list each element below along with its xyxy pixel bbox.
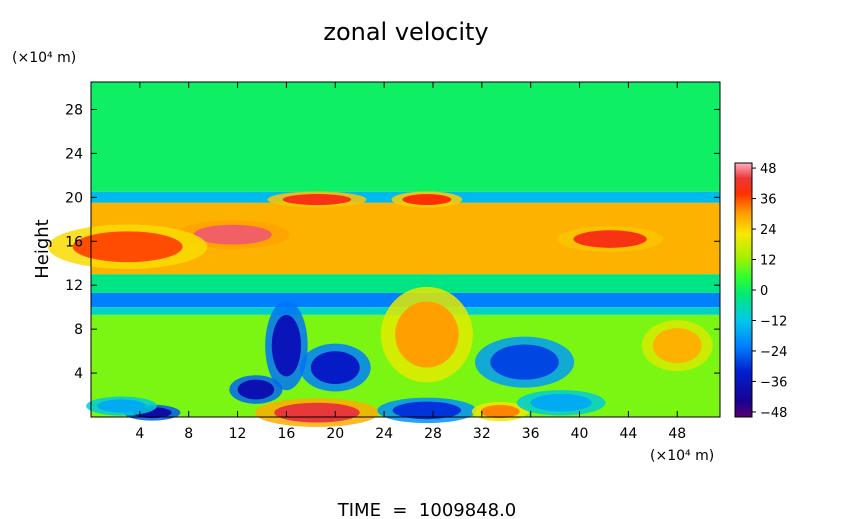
y-axis-unit: (×10⁴ m) — [12, 50, 76, 66]
y-tick-label-16: 16 — [65, 234, 83, 250]
time-readout: TIME = 1009848.0 — [337, 500, 517, 519]
x-tick-label-20: 20 — [326, 426, 344, 442]
x-axis-unit: (×10⁴ m) — [650, 448, 714, 464]
colorbar-tick-label-8: −48 — [760, 406, 787, 421]
colorbar-tick-label-2: 24 — [760, 223, 777, 238]
colorbar-ticks: 48 36 24 12 0 −12 −24 −36 −48 — [752, 162, 787, 421]
colorbar-fill — [734, 162, 753, 418]
y-tick-label-4: 4 — [74, 366, 83, 382]
colorbar-tick-label-1: 36 — [760, 193, 777, 208]
y-tick-label-12: 12 — [65, 278, 83, 294]
x-tick-label-8: 8 — [184, 426, 193, 442]
colorbar-tick-label-4: 0 — [760, 284, 768, 299]
heatmap-feature-5 — [310, 351, 360, 385]
heatmap-feature-11 — [274, 402, 360, 423]
heatmap-field — [47, 82, 720, 427]
heatmap-feature-8 — [490, 344, 559, 380]
heatmap-feature-7 — [237, 379, 275, 400]
colorbar-tick-label-5: −12 — [760, 314, 787, 329]
heatmap-band-3 — [91, 274, 720, 293]
x-tick-label-48: 48 — [668, 426, 686, 442]
heatmap-feature-2 — [402, 194, 452, 206]
x-tick-label-40: 40 — [571, 426, 589, 442]
colorbar-tick-label-0: 48 — [760, 162, 777, 177]
colorbar-tick-label-7: −36 — [760, 375, 787, 390]
heatmap-feature-10 — [652, 328, 702, 364]
heatmap-band-0 — [91, 82, 720, 192]
y-axis-label: Height — [32, 219, 53, 279]
x-tick-label-28: 28 — [424, 426, 442, 442]
heatmap-feature-9 — [395, 301, 459, 368]
heatmap-feature-6 — [271, 314, 302, 377]
heatmap-feature-14 — [480, 404, 520, 419]
x-tick-label-4: 4 — [135, 426, 144, 442]
x-tick-label-24: 24 — [375, 426, 393, 442]
x-tick-label-36: 36 — [522, 426, 540, 442]
colorbar-tick-label-3: 12 — [760, 254, 777, 269]
heatmap-feature-4 — [573, 230, 647, 248]
heatmap-feature-16 — [530, 393, 592, 412]
heatmap-feature-3 — [72, 231, 183, 263]
x-tick-label-16: 16 — [278, 426, 296, 442]
chart-title: zonal velocity — [323, 18, 488, 46]
y-tick-label-24: 24 — [65, 146, 83, 162]
heatmap-feature-0 — [193, 224, 272, 245]
x-tick-label-44: 44 — [619, 426, 637, 442]
heatmap-feature-1 — [282, 194, 352, 206]
plot-frame — [90, 81, 721, 418]
x-tick-label-12: 12 — [229, 426, 247, 442]
colorbar: 48 36 24 12 0 −12 −24 −36 −48 — [734, 162, 787, 421]
y-tick-label-28: 28 — [65, 102, 83, 118]
heatmap-feature-15 — [97, 399, 146, 413]
y-tick-label-20: 20 — [65, 190, 83, 206]
x-axis-ticks: 4 8 12 16 20 24 28 32 36 40 44 48 — [135, 82, 686, 442]
heatmap-feature-13 — [392, 401, 462, 420]
x-tick-label-32: 32 — [473, 426, 491, 442]
y-axis-ticks: 4 8 12 16 20 24 28 — [65, 102, 720, 382]
colorbar-tick-label-6: −24 — [760, 345, 787, 360]
y-tick-label-8: 8 — [74, 322, 83, 338]
